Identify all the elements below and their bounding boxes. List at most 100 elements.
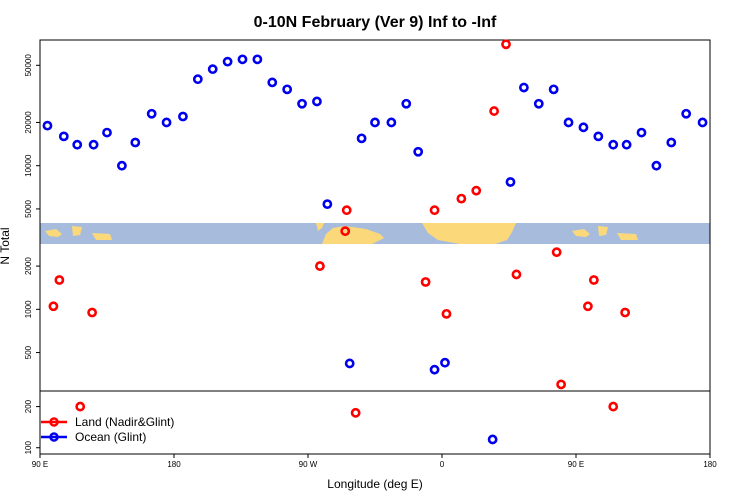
y-tick-label: 1000 xyxy=(24,300,33,318)
ocean-point xyxy=(413,146,424,157)
land-africa xyxy=(422,223,516,244)
ocean-point xyxy=(386,117,397,128)
x-axis: 90 E 180 90 W 0 90 E 180 xyxy=(32,454,717,469)
land-point xyxy=(489,106,500,116)
x-axis-label: Longitude (deg E) xyxy=(327,477,422,491)
y-tick-label: 2000 xyxy=(24,257,33,275)
land-borneo-left xyxy=(72,226,82,236)
lower-y-axis: 200 100 xyxy=(24,399,40,454)
land-point xyxy=(350,407,361,418)
ocean-point xyxy=(356,133,367,144)
land-point xyxy=(441,308,452,319)
land-central-america xyxy=(316,223,324,231)
land-indonesia-left xyxy=(45,229,62,237)
ocean-point xyxy=(72,139,83,150)
ocean-point xyxy=(161,117,172,128)
land-point xyxy=(429,205,440,216)
y-tick-label: 10000 xyxy=(24,154,33,177)
ocean-point xyxy=(548,84,559,95)
world-map-strip xyxy=(40,223,710,244)
ocean-point xyxy=(651,160,662,171)
land-point xyxy=(551,247,562,258)
ocean-point xyxy=(563,117,574,128)
ocean-point xyxy=(178,111,188,122)
land-point xyxy=(608,401,619,412)
lower-panel: 200 100 xyxy=(24,390,711,455)
ocean-point xyxy=(429,364,440,375)
upper-plot-frame xyxy=(39,39,711,392)
ocean-point xyxy=(370,117,380,128)
ocean-point xyxy=(697,117,708,128)
ocean-point xyxy=(116,160,127,171)
ocean-point xyxy=(88,139,99,150)
ocean-point xyxy=(146,108,157,119)
lower-plot-frame xyxy=(39,390,711,455)
legend-marker-ocean xyxy=(49,432,59,442)
land-point xyxy=(471,185,482,196)
land-point xyxy=(556,379,567,390)
ocean-point xyxy=(282,84,293,95)
land-point xyxy=(48,301,59,312)
ocean-point xyxy=(533,98,544,109)
land-south-america xyxy=(322,226,384,244)
ocean-point xyxy=(58,131,69,142)
y-tick-label: 200 xyxy=(24,399,33,413)
ocean-point xyxy=(505,177,516,187)
ocean-point xyxy=(593,131,604,142)
land-point xyxy=(420,277,431,287)
ocean-point xyxy=(207,64,218,75)
x-tick-label: 0 xyxy=(440,460,445,469)
land-point xyxy=(315,261,325,271)
ocean-point xyxy=(681,108,692,119)
ocean-point xyxy=(130,137,141,148)
ocean-point xyxy=(42,120,53,131)
y-tick-label: 20000 xyxy=(24,111,33,134)
y-tick-label: 500 xyxy=(24,345,33,359)
land-point xyxy=(456,193,467,204)
ocean-point xyxy=(102,127,112,138)
upper-points xyxy=(42,39,708,390)
x-tick-label: 180 xyxy=(703,460,717,469)
legend-label-land: Land (Nadir&Glint) xyxy=(75,415,174,429)
legend-label-ocean: Ocean (Glint) xyxy=(75,430,146,444)
land-point xyxy=(87,307,98,318)
land-borneo-right xyxy=(598,226,608,236)
x-tick-label: 90 E xyxy=(32,460,48,469)
land-point xyxy=(341,205,352,216)
x-tick-label: 90 W xyxy=(299,460,318,469)
land-indonesia-right xyxy=(572,229,590,237)
ocean-point xyxy=(401,98,412,109)
land-point xyxy=(583,301,593,312)
ocean-point xyxy=(192,74,203,85)
land-point xyxy=(588,275,599,285)
y-tick-label: 5000 xyxy=(24,199,33,217)
upper-panel: 50000 20000 10000 5000 2000 1000 500 xyxy=(24,39,711,392)
ocean-point xyxy=(312,96,322,107)
land-point xyxy=(54,275,65,285)
y-tick-label: 50000 xyxy=(24,54,33,77)
y-axis-label: N Total xyxy=(0,227,12,264)
legend-item-ocean: Ocean (Glint) xyxy=(41,430,146,444)
legend: Land (Nadir&Glint) Ocean (Glint) xyxy=(41,415,174,444)
land-point xyxy=(75,401,86,412)
ocean-point xyxy=(322,199,333,210)
land-point xyxy=(620,307,631,318)
ocean-point xyxy=(518,82,529,93)
land-newguinea-right xyxy=(617,233,638,240)
lower-points xyxy=(75,401,619,445)
x-tick-label: 180 xyxy=(167,460,181,469)
land-point xyxy=(511,269,522,280)
ocean-point xyxy=(621,139,632,150)
ocean-point xyxy=(222,56,233,67)
ocean-point xyxy=(608,139,619,150)
upper-y-axis: 50000 20000 10000 5000 2000 1000 500 xyxy=(24,54,40,359)
ocean-point xyxy=(297,98,307,109)
x-tick-label: 90 E xyxy=(568,460,584,469)
ocean-point xyxy=(636,127,647,138)
legend-item-land: Land (Nadir&Glint) xyxy=(41,415,174,429)
ocean-point xyxy=(440,357,450,368)
ocean-point xyxy=(487,434,498,445)
ocean-point xyxy=(267,77,278,88)
ocean-point xyxy=(344,358,355,369)
